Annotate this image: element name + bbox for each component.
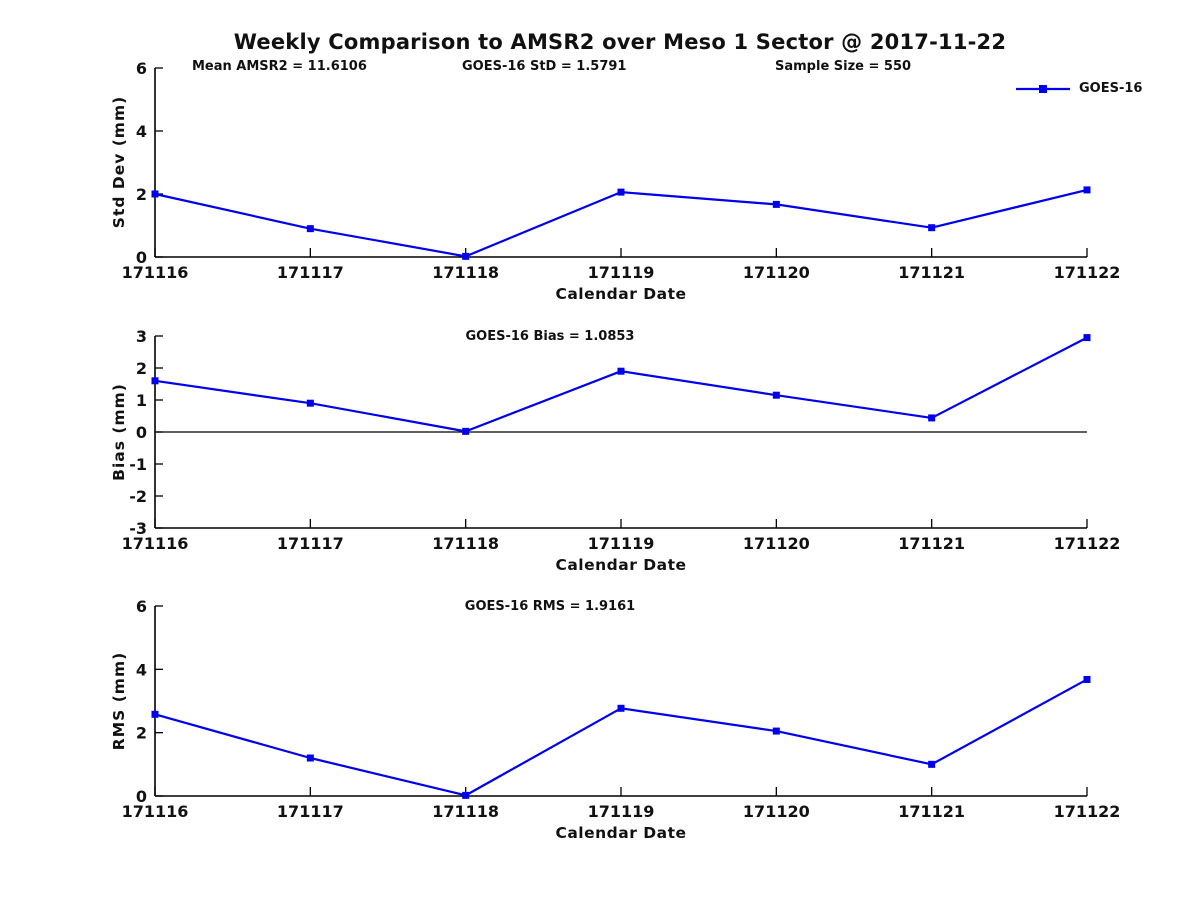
x-tick-label: 171119 (588, 802, 655, 821)
x-tick-label: 171121 (898, 263, 965, 282)
data-point-marker (151, 710, 159, 718)
x-tick-label: 171118 (432, 802, 499, 821)
data-point-marker (1083, 186, 1091, 194)
y-tick-label: 2 (136, 185, 147, 204)
x-tick-label: 171116 (122, 263, 189, 282)
rms-chart: 0 2 4 6 171116 171117 171118 171119 171120 171121… (122, 597, 1121, 842)
y-tick-label: 6 (136, 59, 147, 78)
y-tick-label: 0 (136, 248, 147, 267)
x-tick-label: 171120 (743, 534, 810, 553)
x-axis-label: Calendar Date (555, 824, 686, 842)
data-line (154, 336, 1088, 433)
legend-label: GOES-16 (1079, 81, 1143, 96)
y-tick-label: 4 (136, 122, 147, 141)
data-point-marker (1083, 334, 1091, 342)
y-tick-label: 4 (136, 660, 147, 679)
x-tick-label: 171117 (277, 802, 344, 821)
x-tick-label: 171119 (588, 534, 655, 553)
x-tick-label: 171118 (432, 534, 499, 553)
bias-chart: -3 -2 -1 0 1 2 3 171116 171117 171118 171119 171120… (122, 327, 1121, 574)
data-point-marker (1083, 675, 1091, 683)
y-tick-label: -3 (129, 519, 147, 538)
data-point-marker (306, 754, 314, 762)
data-point-marker (462, 791, 470, 799)
x-tick-label: 171122 (1054, 534, 1121, 553)
x-tick-label: 171120 (743, 263, 810, 282)
data-point-marker (151, 190, 159, 198)
x-axis-label: Calendar Date (555, 285, 686, 303)
x-tick-label: 171116 (122, 802, 189, 821)
annotation-sample-size: Sample Size = 550 (775, 59, 912, 74)
data-point-marker (617, 367, 625, 375)
data-point-marker (151, 377, 159, 385)
figure-title: Weekly Comparison to AMSR2 over Meso 1 S… (233, 30, 1007, 54)
x-tick-label: 171121 (898, 534, 965, 553)
data-point-marker (617, 188, 625, 196)
data-point-marker (306, 399, 314, 407)
x-tick-label: 171122 (1054, 802, 1121, 821)
y-tick-label: -2 (129, 487, 147, 506)
y-tick-label: 6 (136, 597, 147, 616)
annotation-goes16-std: GOES-16 StD = 1.5791 (462, 59, 627, 74)
legend: GOES-16 (1016, 81, 1142, 96)
x-axis-label: Calendar Date (555, 556, 686, 574)
annotation-mean-amsr2: Mean AMSR2 = 11.6106 (192, 59, 367, 74)
y-tick-label: 0 (136, 423, 147, 442)
data-point-marker (928, 760, 936, 768)
y-tick-label: 1 (136, 391, 147, 410)
y-tick-label: 2 (136, 724, 147, 743)
x-tick-label: 171117 (277, 263, 344, 282)
data-point-marker (772, 727, 780, 735)
data-point-marker (772, 200, 780, 208)
rms-chart-title: GOES-16 RMS = 1.9161 (464, 599, 636, 614)
data-line (154, 678, 1088, 797)
x-tick-label: 171122 (1054, 263, 1121, 282)
y-tick-label: 3 (136, 327, 147, 346)
data-point-marker (772, 391, 780, 399)
x-tick-label: 171121 (898, 802, 965, 821)
data-point-marker (928, 224, 936, 232)
y-tick-label: 0 (136, 787, 147, 806)
stddev-chart: 0 2 4 6 171116 171117 171118 171119 171120 171121… (122, 59, 1121, 303)
bias-chart-title: GOES-16 Bias = 1.0853 (465, 329, 635, 344)
x-tick-label: 171119 (588, 263, 655, 282)
x-tick-label: 171120 (743, 802, 810, 821)
y-tick-label: 2 (136, 359, 147, 378)
data-point-marker (306, 225, 314, 233)
legend-line-icon (1016, 84, 1070, 93)
x-tick-label: 171118 (432, 263, 499, 282)
x-tick-label: 171117 (277, 534, 344, 553)
data-point-marker (462, 427, 470, 435)
data-line (154, 188, 1088, 258)
data-point-marker (928, 414, 936, 422)
x-tick-label: 171116 (122, 534, 189, 553)
y-tick-label: -1 (129, 455, 147, 474)
data-point-marker (617, 704, 625, 712)
data-point-marker (462, 252, 470, 260)
